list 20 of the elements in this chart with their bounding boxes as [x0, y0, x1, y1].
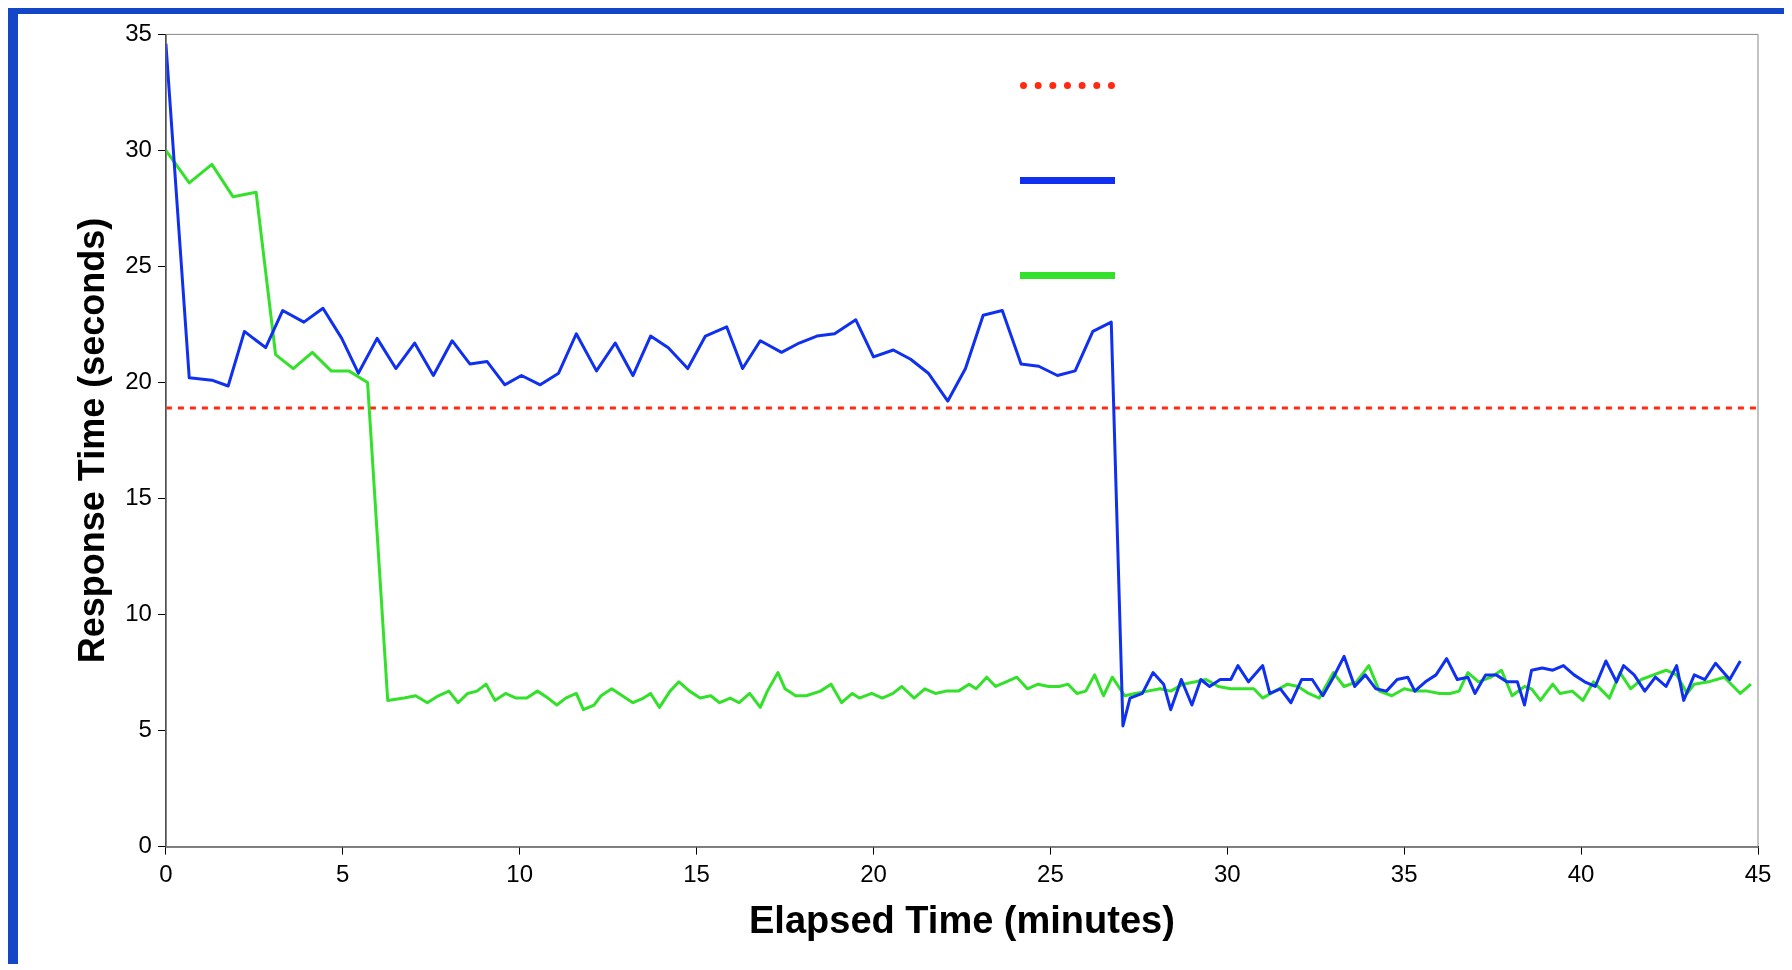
- x-tick-label: 10: [506, 859, 534, 887]
- y-tick-label: 30: [125, 135, 152, 163]
- x-tick-label: 35: [1390, 859, 1418, 887]
- x-tick-label: 30: [1213, 859, 1241, 887]
- y-tick-label: 0: [138, 831, 152, 859]
- x-tick-label: 45: [1744, 859, 1772, 887]
- x-tick-label: 15: [683, 859, 710, 887]
- y-tick-label: 25: [125, 251, 152, 279]
- x-axis-title: Elapsed Time (minutes): [749, 898, 1175, 941]
- x-tick-label: 20: [860, 859, 887, 887]
- x-tick-label: 25: [1037, 859, 1064, 887]
- y-tick-label: 20: [125, 367, 152, 395]
- x-tick-label: 40: [1567, 859, 1595, 887]
- y-tick-label: 15: [125, 483, 152, 511]
- y-tick-label: 35: [125, 19, 152, 47]
- y-tick-label: 5: [138, 715, 152, 743]
- x-tick-label: 5: [336, 859, 350, 887]
- y-tick-label: 10: [125, 599, 152, 627]
- y-axis-title: Response Time (seconds): [70, 217, 112, 664]
- x-tick-label: 0: [159, 859, 173, 887]
